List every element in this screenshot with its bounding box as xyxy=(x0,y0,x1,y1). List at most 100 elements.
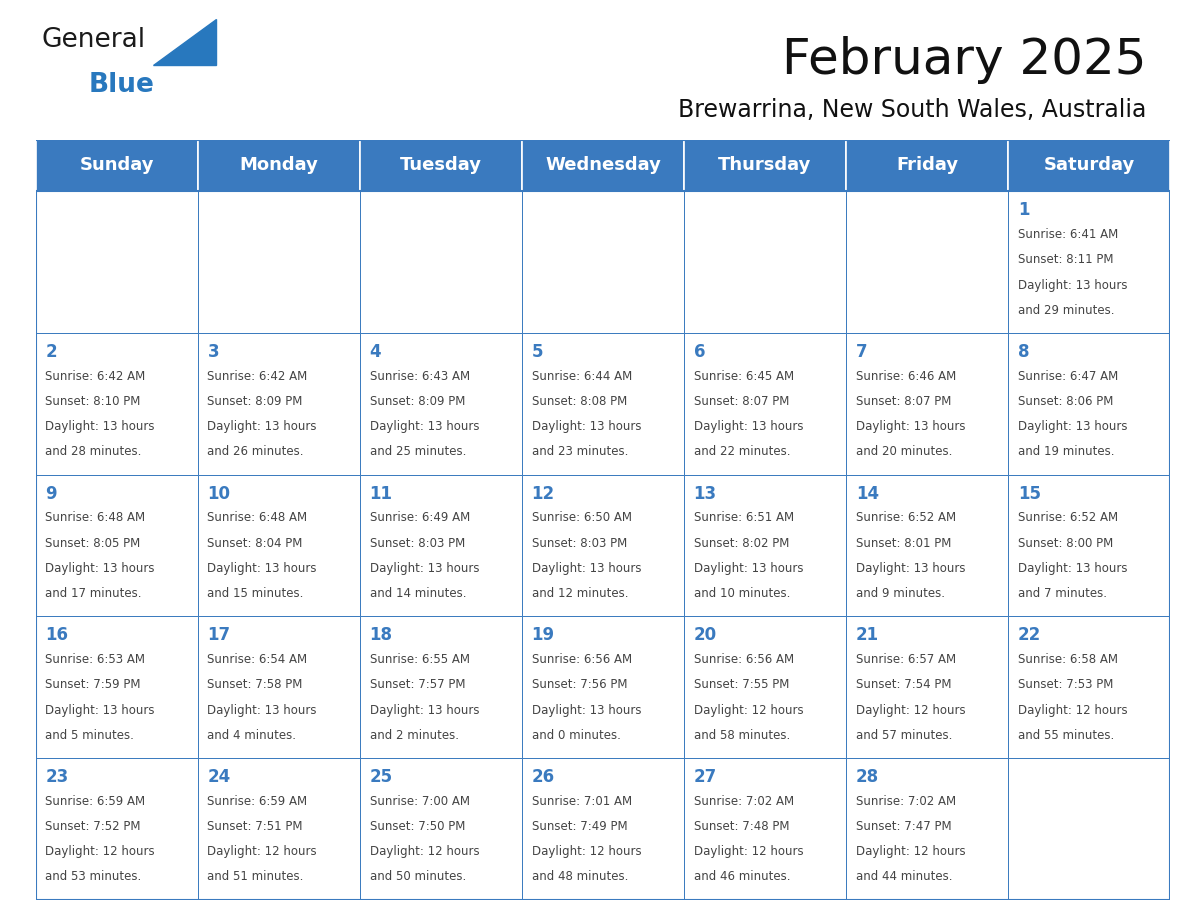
Text: Sunset: 7:47 PM: Sunset: 7:47 PM xyxy=(855,820,952,833)
Text: and 15 minutes.: and 15 minutes. xyxy=(208,588,304,600)
Text: and 53 minutes.: and 53 minutes. xyxy=(45,870,141,883)
Text: Daylight: 13 hours: Daylight: 13 hours xyxy=(208,562,317,575)
Text: Daylight: 13 hours: Daylight: 13 hours xyxy=(855,420,966,433)
Text: Daylight: 13 hours: Daylight: 13 hours xyxy=(531,562,642,575)
Text: Sunrise: 6:48 AM: Sunrise: 6:48 AM xyxy=(208,511,308,524)
Text: Sunrise: 6:52 AM: Sunrise: 6:52 AM xyxy=(1018,511,1118,524)
Text: Sunrise: 6:59 AM: Sunrise: 6:59 AM xyxy=(45,795,145,808)
Text: Daylight: 12 hours: Daylight: 12 hours xyxy=(855,845,966,858)
Text: Daylight: 13 hours: Daylight: 13 hours xyxy=(369,562,479,575)
Text: and 17 minutes.: and 17 minutes. xyxy=(45,588,141,600)
Text: Daylight: 13 hours: Daylight: 13 hours xyxy=(531,420,642,433)
Bar xyxy=(197,758,360,900)
Text: February 2025: February 2025 xyxy=(782,37,1146,84)
Bar xyxy=(360,616,522,758)
Bar xyxy=(1009,475,1170,616)
Text: Daylight: 12 hours: Daylight: 12 hours xyxy=(1018,703,1127,717)
Text: Daylight: 13 hours: Daylight: 13 hours xyxy=(45,703,154,717)
Text: Sunset: 8:08 PM: Sunset: 8:08 PM xyxy=(531,395,627,408)
Bar xyxy=(197,140,360,191)
Text: and 12 minutes.: and 12 minutes. xyxy=(531,588,628,600)
Text: Sunrise: 6:45 AM: Sunrise: 6:45 AM xyxy=(694,370,794,383)
Text: Sunrise: 6:43 AM: Sunrise: 6:43 AM xyxy=(369,370,469,383)
Bar xyxy=(684,140,846,191)
Text: and 26 minutes.: and 26 minutes. xyxy=(208,445,304,458)
Text: Sunrise: 6:46 AM: Sunrise: 6:46 AM xyxy=(855,370,956,383)
Bar xyxy=(846,616,1009,758)
Bar xyxy=(36,140,197,191)
Text: Sunrise: 6:56 AM: Sunrise: 6:56 AM xyxy=(531,653,632,666)
Text: Monday: Monday xyxy=(239,156,318,174)
Bar xyxy=(36,758,197,900)
Polygon shape xyxy=(153,19,216,65)
Bar xyxy=(846,191,1009,333)
Bar xyxy=(197,333,360,475)
Text: 27: 27 xyxy=(694,767,716,786)
Bar xyxy=(846,140,1009,191)
Text: Sunrise: 6:51 AM: Sunrise: 6:51 AM xyxy=(694,511,794,524)
Text: Sunset: 8:09 PM: Sunset: 8:09 PM xyxy=(208,395,303,408)
Text: Daylight: 13 hours: Daylight: 13 hours xyxy=(208,420,317,433)
Text: Daylight: 13 hours: Daylight: 13 hours xyxy=(1018,278,1127,292)
Text: Daylight: 13 hours: Daylight: 13 hours xyxy=(369,420,479,433)
Bar xyxy=(36,616,197,758)
Text: 4: 4 xyxy=(369,342,381,361)
Text: Sunrise: 7:02 AM: Sunrise: 7:02 AM xyxy=(694,795,794,808)
Bar xyxy=(522,333,684,475)
Text: Sunset: 8:05 PM: Sunset: 8:05 PM xyxy=(45,537,140,550)
Text: 7: 7 xyxy=(855,342,867,361)
Text: Daylight: 13 hours: Daylight: 13 hours xyxy=(1018,562,1127,575)
Bar xyxy=(197,475,360,616)
Text: and 55 minutes.: and 55 minutes. xyxy=(1018,729,1114,742)
Text: Daylight: 13 hours: Daylight: 13 hours xyxy=(45,562,154,575)
Bar xyxy=(36,333,197,475)
Text: Sunrise: 6:57 AM: Sunrise: 6:57 AM xyxy=(855,653,956,666)
Text: Daylight: 12 hours: Daylight: 12 hours xyxy=(694,703,803,717)
Text: and 5 minutes.: and 5 minutes. xyxy=(45,729,134,742)
Text: Brewarrina, New South Wales, Australia: Brewarrina, New South Wales, Australia xyxy=(678,98,1146,122)
Text: Daylight: 12 hours: Daylight: 12 hours xyxy=(531,845,642,858)
Text: Sunset: 7:52 PM: Sunset: 7:52 PM xyxy=(45,820,141,833)
Text: Sunset: 7:49 PM: Sunset: 7:49 PM xyxy=(531,820,627,833)
Bar xyxy=(522,191,684,333)
Text: Sunrise: 6:58 AM: Sunrise: 6:58 AM xyxy=(1018,653,1118,666)
Text: 8: 8 xyxy=(1018,342,1029,361)
Text: Sunset: 7:59 PM: Sunset: 7:59 PM xyxy=(45,678,141,691)
Text: Daylight: 12 hours: Daylight: 12 hours xyxy=(45,845,154,858)
Text: Sunset: 7:51 PM: Sunset: 7:51 PM xyxy=(208,820,303,833)
Text: Daylight: 13 hours: Daylight: 13 hours xyxy=(369,703,479,717)
Bar xyxy=(846,758,1009,900)
Text: and 29 minutes.: and 29 minutes. xyxy=(1018,304,1114,317)
Text: Daylight: 13 hours: Daylight: 13 hours xyxy=(45,420,154,433)
Text: 2: 2 xyxy=(45,342,57,361)
Text: 10: 10 xyxy=(208,485,230,502)
Bar xyxy=(36,475,197,616)
Text: Sunrise: 6:59 AM: Sunrise: 6:59 AM xyxy=(208,795,308,808)
Text: Daylight: 12 hours: Daylight: 12 hours xyxy=(855,703,966,717)
Text: Sunrise: 6:55 AM: Sunrise: 6:55 AM xyxy=(369,653,469,666)
Text: Daylight: 12 hours: Daylight: 12 hours xyxy=(369,845,479,858)
Text: Sunrise: 6:48 AM: Sunrise: 6:48 AM xyxy=(45,511,145,524)
Bar xyxy=(1009,191,1170,333)
Bar xyxy=(360,758,522,900)
Bar xyxy=(360,475,522,616)
Text: General: General xyxy=(42,27,145,52)
Text: Sunrise: 7:01 AM: Sunrise: 7:01 AM xyxy=(531,795,632,808)
Text: Sunrise: 6:50 AM: Sunrise: 6:50 AM xyxy=(531,511,632,524)
Bar xyxy=(360,140,522,191)
Text: and 9 minutes.: and 9 minutes. xyxy=(855,588,944,600)
Text: and 19 minutes.: and 19 minutes. xyxy=(1018,445,1114,458)
Text: Sunrise: 6:52 AM: Sunrise: 6:52 AM xyxy=(855,511,956,524)
Text: Thursday: Thursday xyxy=(719,156,811,174)
Text: Daylight: 12 hours: Daylight: 12 hours xyxy=(208,845,317,858)
Text: 3: 3 xyxy=(208,342,219,361)
Text: and 10 minutes.: and 10 minutes. xyxy=(694,588,790,600)
Text: Sunset: 7:56 PM: Sunset: 7:56 PM xyxy=(531,678,627,691)
Text: 11: 11 xyxy=(369,485,392,502)
Bar xyxy=(684,333,846,475)
Text: 24: 24 xyxy=(208,767,230,786)
Text: Daylight: 13 hours: Daylight: 13 hours xyxy=(855,562,966,575)
Text: Sunrise: 6:53 AM: Sunrise: 6:53 AM xyxy=(45,653,145,666)
Bar xyxy=(197,616,360,758)
Text: 20: 20 xyxy=(694,626,716,644)
